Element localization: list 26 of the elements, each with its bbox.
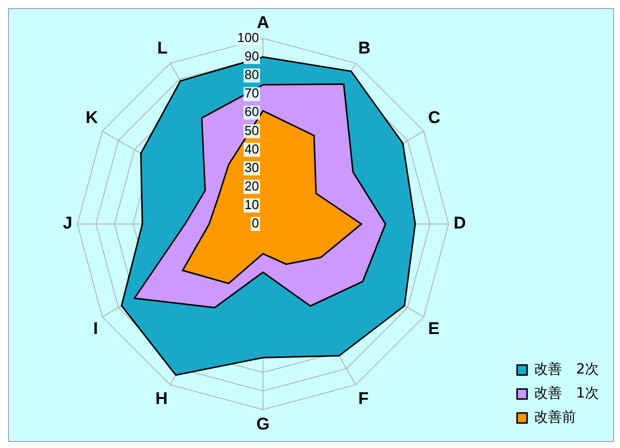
y-tick-label: 40 — [244, 141, 259, 156]
y-tick-label: 80 — [244, 67, 259, 82]
spoke-label: H — [155, 388, 168, 408]
spoke-label: D — [454, 214, 466, 233]
y-tick-label: 0 — [252, 216, 259, 231]
spoke-label: F — [358, 388, 369, 408]
spoke-label: G — [256, 414, 270, 434]
y-tick-label: 90 — [244, 48, 259, 64]
spoke-label: B — [358, 38, 371, 58]
spoke-label: J — [62, 214, 72, 233]
y-tick-label: 30 — [244, 160, 259, 175]
y-tick-label: 100 — [237, 30, 259, 45]
legend-label: 改善前 — [534, 408, 576, 426]
spoke-label: C — [428, 108, 440, 128]
y-tick-label: 20 — [244, 178, 259, 194]
spoke-label: K — [86, 108, 99, 128]
spoke-label: L — [157, 38, 168, 58]
spoke-label: E — [428, 319, 440, 338]
y-tick-label: 10 — [244, 197, 259, 212]
y-tick-label: 60 — [244, 104, 259, 120]
y-tick-label: 70 — [244, 86, 259, 101]
legend-label: 改善 1次 — [534, 384, 600, 402]
y-tick-label: 50 — [244, 122, 259, 138]
spoke-label: I — [93, 319, 98, 338]
legend-label: 改善 2次 — [534, 360, 600, 378]
spoke-label: A — [256, 12, 270, 32]
